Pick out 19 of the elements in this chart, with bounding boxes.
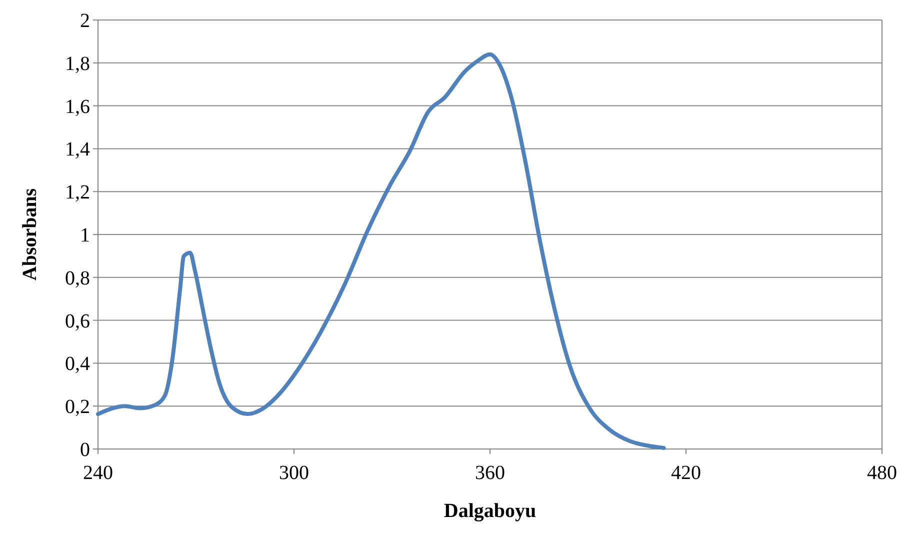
- x-tick-label: 480: [867, 462, 897, 484]
- x-tick-label: 420: [671, 462, 701, 484]
- x-tick-label: 300: [279, 462, 309, 484]
- y-tick-label: 0,6: [65, 310, 90, 332]
- y-tick-label: 0: [80, 439, 90, 461]
- x-axis-title: Dalgaboyu: [444, 500, 536, 522]
- y-tick-label: 1: [80, 224, 90, 246]
- y-tick-label: 1,8: [65, 52, 90, 75]
- y-tick-label: 1,2: [65, 182, 90, 204]
- y-tick-label: 2: [80, 10, 90, 32]
- y-tick-label: 0,2: [65, 396, 90, 418]
- x-tick-label: 360: [475, 462, 505, 484]
- y-tick-label: 1,6: [65, 96, 90, 118]
- x-tick-label: 240: [83, 462, 113, 484]
- y-tick-label: 0,4: [65, 353, 90, 376]
- line-series: [96, 52, 666, 450]
- y-axis-title: Absorbans: [19, 188, 41, 281]
- y-tick-label: 1,4: [65, 138, 90, 161]
- y-tick-label: 0,8: [65, 267, 90, 290]
